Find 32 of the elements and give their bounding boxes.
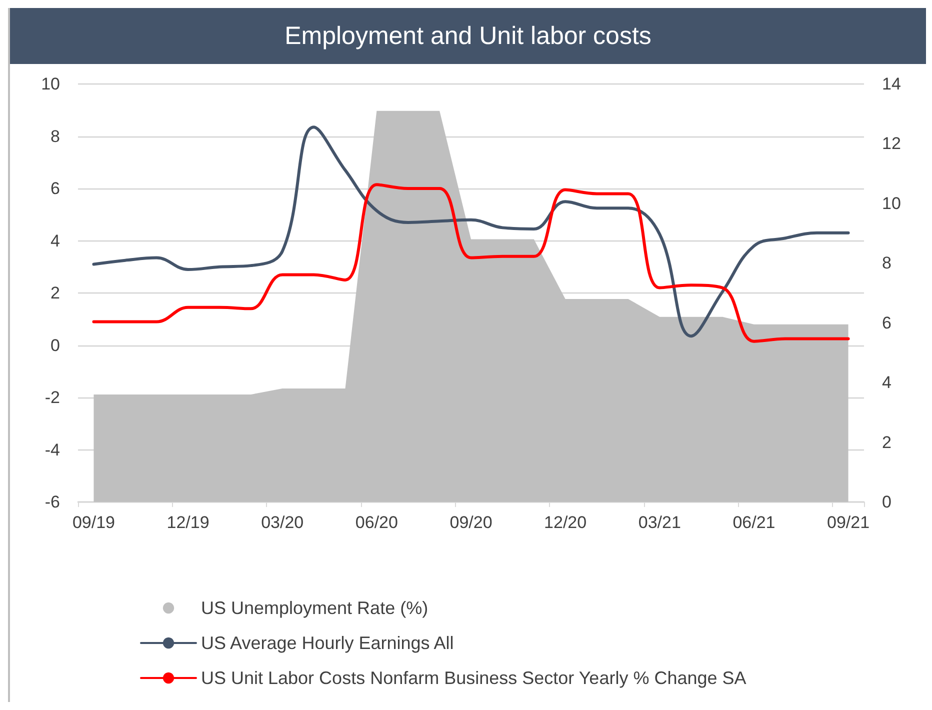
x-tick-label: 03/20: [261, 513, 304, 532]
legend-label: US Unemployment Rate (%): [201, 598, 428, 618]
x-tick-label: 12/19: [166, 513, 210, 532]
y-tick-label: -4: [44, 440, 60, 460]
line-series: [92, 183, 850, 343]
y2-tick-label: 0: [882, 492, 892, 512]
y-tick-label: 10: [41, 74, 60, 94]
y2-tick-label: 10: [882, 194, 901, 213]
y2-tick-label: 4: [882, 373, 892, 392]
x-tick-label: 06/21: [732, 513, 776, 532]
legend-label: US Average Hourly Earnings All: [201, 633, 454, 653]
y2-tick-label: 14: [882, 74, 901, 94]
x-tick-label: 09/19: [72, 513, 115, 532]
line-series: [92, 126, 850, 338]
x-tick-label: 06/20: [355, 513, 398, 532]
y-tick-label: 6: [50, 179, 60, 198]
y-tick-label: 8: [50, 126, 60, 146]
y2-tick-label: 2: [882, 432, 892, 452]
y2-tick-label: 6: [882, 313, 892, 332]
y-tick-label: 0: [50, 336, 60, 355]
y-tick-label: -6: [44, 492, 60, 512]
chart-title: Employment and Unit labor costs: [10, 8, 926, 64]
y2-tick-label: 12: [882, 134, 901, 154]
y-tick-label: 4: [50, 231, 60, 250]
x-tick-label: 09/20: [450, 513, 492, 532]
y-tick-label: -2: [44, 388, 60, 407]
legend-label: US Unit Labor Costs Nonfarm Business Sector Yearly % Change SA: [201, 668, 746, 688]
x-tick-label: 03/21: [638, 513, 681, 532]
y2-tick-label: 8: [882, 254, 892, 273]
y-tick-label: 2: [50, 284, 60, 302]
x-tick-label: 12/20: [544, 513, 587, 532]
x-tick-label: 09/21: [827, 513, 870, 532]
